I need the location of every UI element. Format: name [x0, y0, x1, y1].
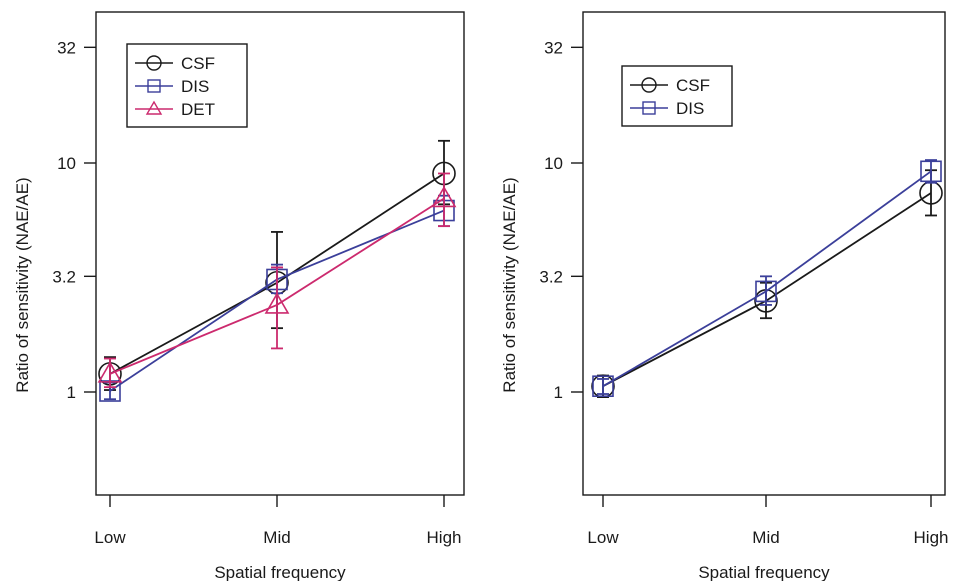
legend-marker — [145, 100, 163, 115]
x-axis-label: Spatial frequency — [214, 563, 346, 581]
y-tick-label: 3.2 — [539, 267, 563, 286]
y-tick-label: 10 — [57, 154, 76, 173]
series-line — [602, 170, 932, 387]
data-point — [592, 375, 614, 398]
y-tick-label: 3.2 — [52, 267, 76, 286]
plot-frame — [582, 11, 946, 496]
y-tick-label: 1 — [67, 383, 76, 402]
legend-marker — [642, 101, 656, 115]
y-tick-label: 1 — [554, 383, 563, 402]
data-point — [264, 292, 290, 314]
legend-label: CSF — [181, 54, 215, 73]
legend-marker — [641, 77, 657, 93]
x-tick-label: Mid — [263, 528, 290, 547]
legend-label: CSF — [676, 76, 710, 95]
right-panel: 1 3.2 10 32 Low Mid High Spatial frequency Ratio… — [500, 11, 949, 581]
x-tick-label: Low — [94, 528, 126, 547]
legend-marker — [146, 55, 162, 71]
series-det — [97, 172, 457, 389]
data-point — [591, 374, 615, 399]
left-panel: 1 3.2 10 32 Low Mid High Spatial frequency Ratio… — [13, 11, 465, 581]
legend-box — [621, 65, 733, 127]
legend-label: DET — [181, 100, 215, 119]
y-tick-label: 32 — [57, 38, 76, 57]
y-axis-label: Ratio of sensitivity (NAE/AE) — [500, 177, 519, 392]
y-tick-label: 10 — [544, 154, 563, 173]
data-point — [431, 185, 457, 208]
legend: CSF DIS — [621, 65, 733, 127]
x-axis-label: Spatial frequency — [698, 563, 830, 581]
legend-marker — [147, 79, 161, 93]
data-point — [97, 361, 123, 383]
legend-label: DIS — [181, 77, 209, 96]
data-point — [920, 160, 942, 183]
y-tick-label: 32 — [544, 38, 563, 57]
legend-label: DIS — [676, 99, 704, 118]
data-point — [755, 280, 777, 303]
y-axis-label: Ratio of sensitivity (NAE/AE) — [13, 177, 32, 392]
legend: CSF DIS DET — [126, 43, 248, 128]
series-dis — [592, 159, 942, 398]
series-csf — [591, 169, 943, 399]
plot-frame — [95, 11, 465, 496]
x-tick-label: High — [914, 528, 949, 547]
x-tick-label: Mid — [752, 528, 779, 547]
x-tick-label: Low — [587, 528, 619, 547]
x-tick-label: High — [427, 528, 462, 547]
